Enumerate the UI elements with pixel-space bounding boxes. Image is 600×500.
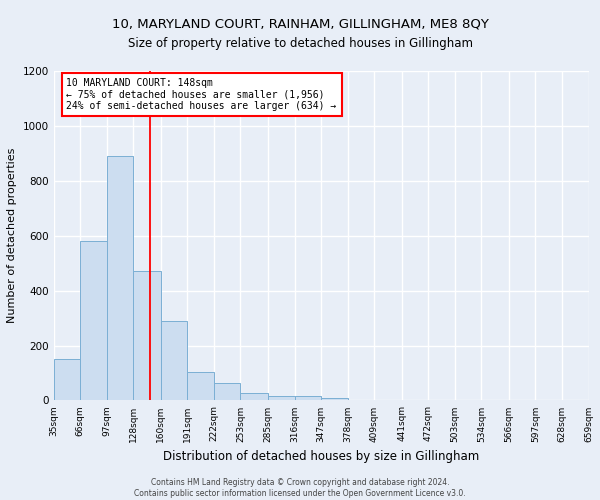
Bar xyxy=(133,272,161,400)
Bar xyxy=(107,156,133,400)
Bar xyxy=(161,321,187,400)
X-axis label: Distribution of detached houses by size in Gillingham: Distribution of detached houses by size … xyxy=(163,450,479,463)
Y-axis label: Number of detached properties: Number of detached properties xyxy=(7,148,17,324)
Bar xyxy=(321,398,347,400)
Bar xyxy=(214,382,241,400)
Bar xyxy=(241,393,268,400)
Bar xyxy=(295,396,321,400)
Text: Contains HM Land Registry data © Crown copyright and database right 2024.
Contai: Contains HM Land Registry data © Crown c… xyxy=(134,478,466,498)
Text: 10 MARYLAND COURT: 148sqm
← 75% of detached houses are smaller (1,956)
24% of se: 10 MARYLAND COURT: 148sqm ← 75% of detac… xyxy=(67,78,337,111)
Bar xyxy=(268,396,295,400)
Text: Size of property relative to detached houses in Gillingham: Size of property relative to detached ho… xyxy=(128,38,473,51)
Bar xyxy=(53,360,80,401)
Bar xyxy=(80,241,107,400)
Bar xyxy=(187,372,214,400)
Text: 10, MARYLAND COURT, RAINHAM, GILLINGHAM, ME8 8QY: 10, MARYLAND COURT, RAINHAM, GILLINGHAM,… xyxy=(112,18,488,30)
